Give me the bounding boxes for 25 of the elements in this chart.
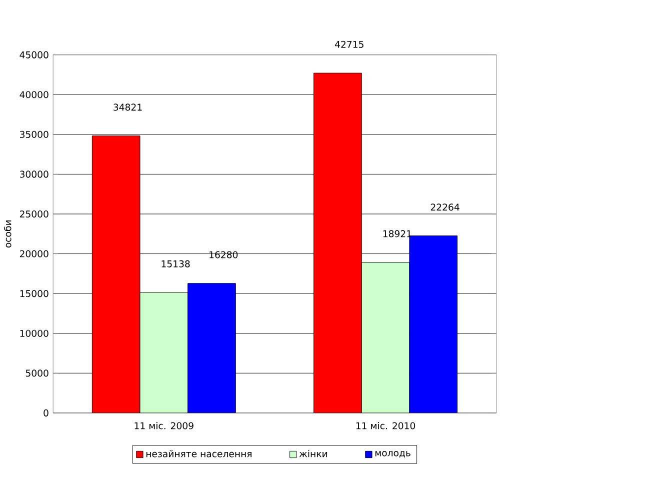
y-tick-label: 5000 xyxy=(26,369,48,376)
y-tick-label: 0 xyxy=(44,409,48,416)
bar xyxy=(140,292,188,413)
y-axis-title: особи xyxy=(4,220,12,248)
bar xyxy=(361,262,410,413)
legend-label: незайняте населення xyxy=(146,450,252,458)
legend-label: молодь xyxy=(375,450,410,458)
x-tick-label: 11 міс. 2009 xyxy=(134,422,194,430)
data-label: 22264 xyxy=(430,203,460,210)
y-tick-label: 30000 xyxy=(20,170,48,178)
legend-label: жінки xyxy=(299,450,327,457)
y-tick-label: 20000 xyxy=(20,250,48,258)
data-label: 18921 xyxy=(383,230,412,238)
y-tick-label: 25000 xyxy=(20,210,48,218)
bar xyxy=(314,72,362,413)
data-label: 34821 xyxy=(114,103,142,111)
y-tick-label: 10000 xyxy=(20,330,48,337)
data-label: 42715 xyxy=(334,40,364,48)
y-tick-label: 40000 xyxy=(20,90,48,98)
y-tick-label: 15000 xyxy=(20,290,48,297)
bar xyxy=(92,135,140,413)
x-tick-label: 11 міс. 2010 xyxy=(356,422,416,430)
y-tick-label: 35000 xyxy=(20,130,48,138)
data-label: 15138 xyxy=(162,260,190,268)
y-tick-label: 45000 xyxy=(20,51,48,58)
